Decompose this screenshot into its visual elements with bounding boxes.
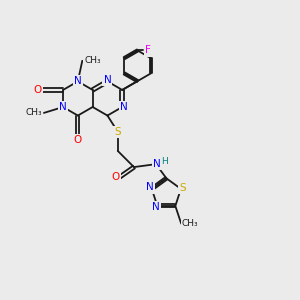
Text: S: S (114, 127, 121, 137)
Text: N: N (103, 75, 111, 85)
Text: N: N (153, 158, 160, 169)
Text: N: N (74, 76, 82, 86)
Text: CH₃: CH₃ (182, 219, 198, 228)
Text: N: N (152, 202, 160, 212)
Text: O: O (33, 85, 42, 95)
Text: O: O (74, 135, 82, 145)
Text: CH₃: CH₃ (25, 108, 42, 117)
Text: H: H (161, 157, 168, 166)
Text: N: N (120, 102, 128, 112)
Text: N: N (59, 102, 67, 112)
Text: O: O (112, 172, 120, 182)
Text: N: N (146, 182, 154, 192)
Text: S: S (179, 183, 186, 193)
Text: F: F (146, 46, 152, 56)
Text: CH₃: CH₃ (84, 56, 101, 65)
